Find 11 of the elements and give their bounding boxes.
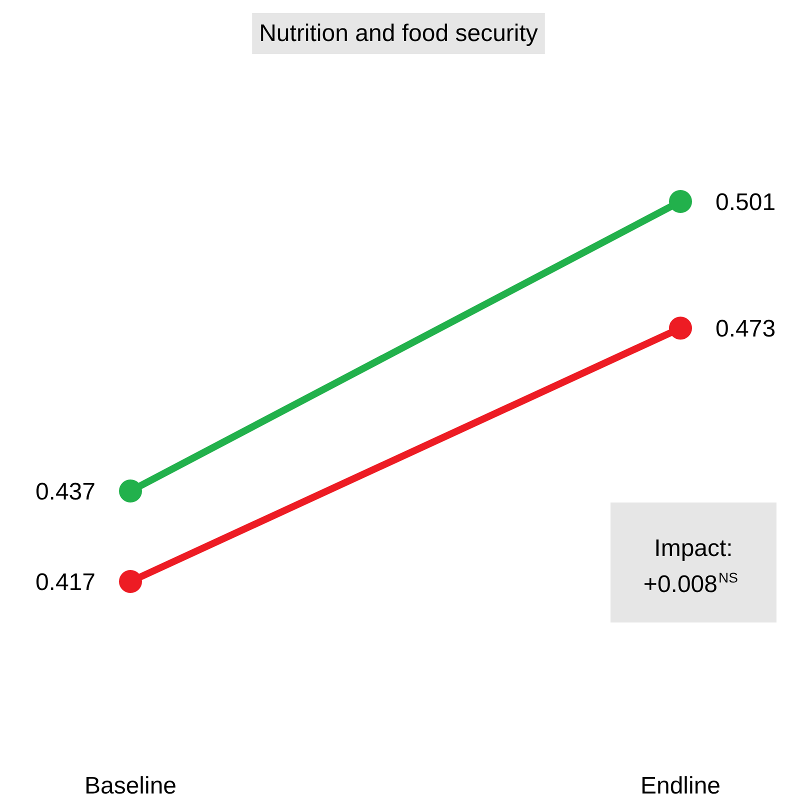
data-label: 0.501 <box>716 189 776 216</box>
chart-title: Nutrition and food security <box>259 20 538 47</box>
x-tick-label: Baseline <box>84 772 177 800</box>
data-label: 0.437 <box>35 478 96 506</box>
data-label: 0.417 <box>35 569 96 596</box>
point <box>669 316 692 340</box>
point <box>119 570 142 593</box>
point <box>669 190 692 213</box>
point <box>119 480 142 502</box>
x-tick-label: Endline <box>640 772 721 800</box>
data-label: 0.473 <box>716 316 776 343</box>
